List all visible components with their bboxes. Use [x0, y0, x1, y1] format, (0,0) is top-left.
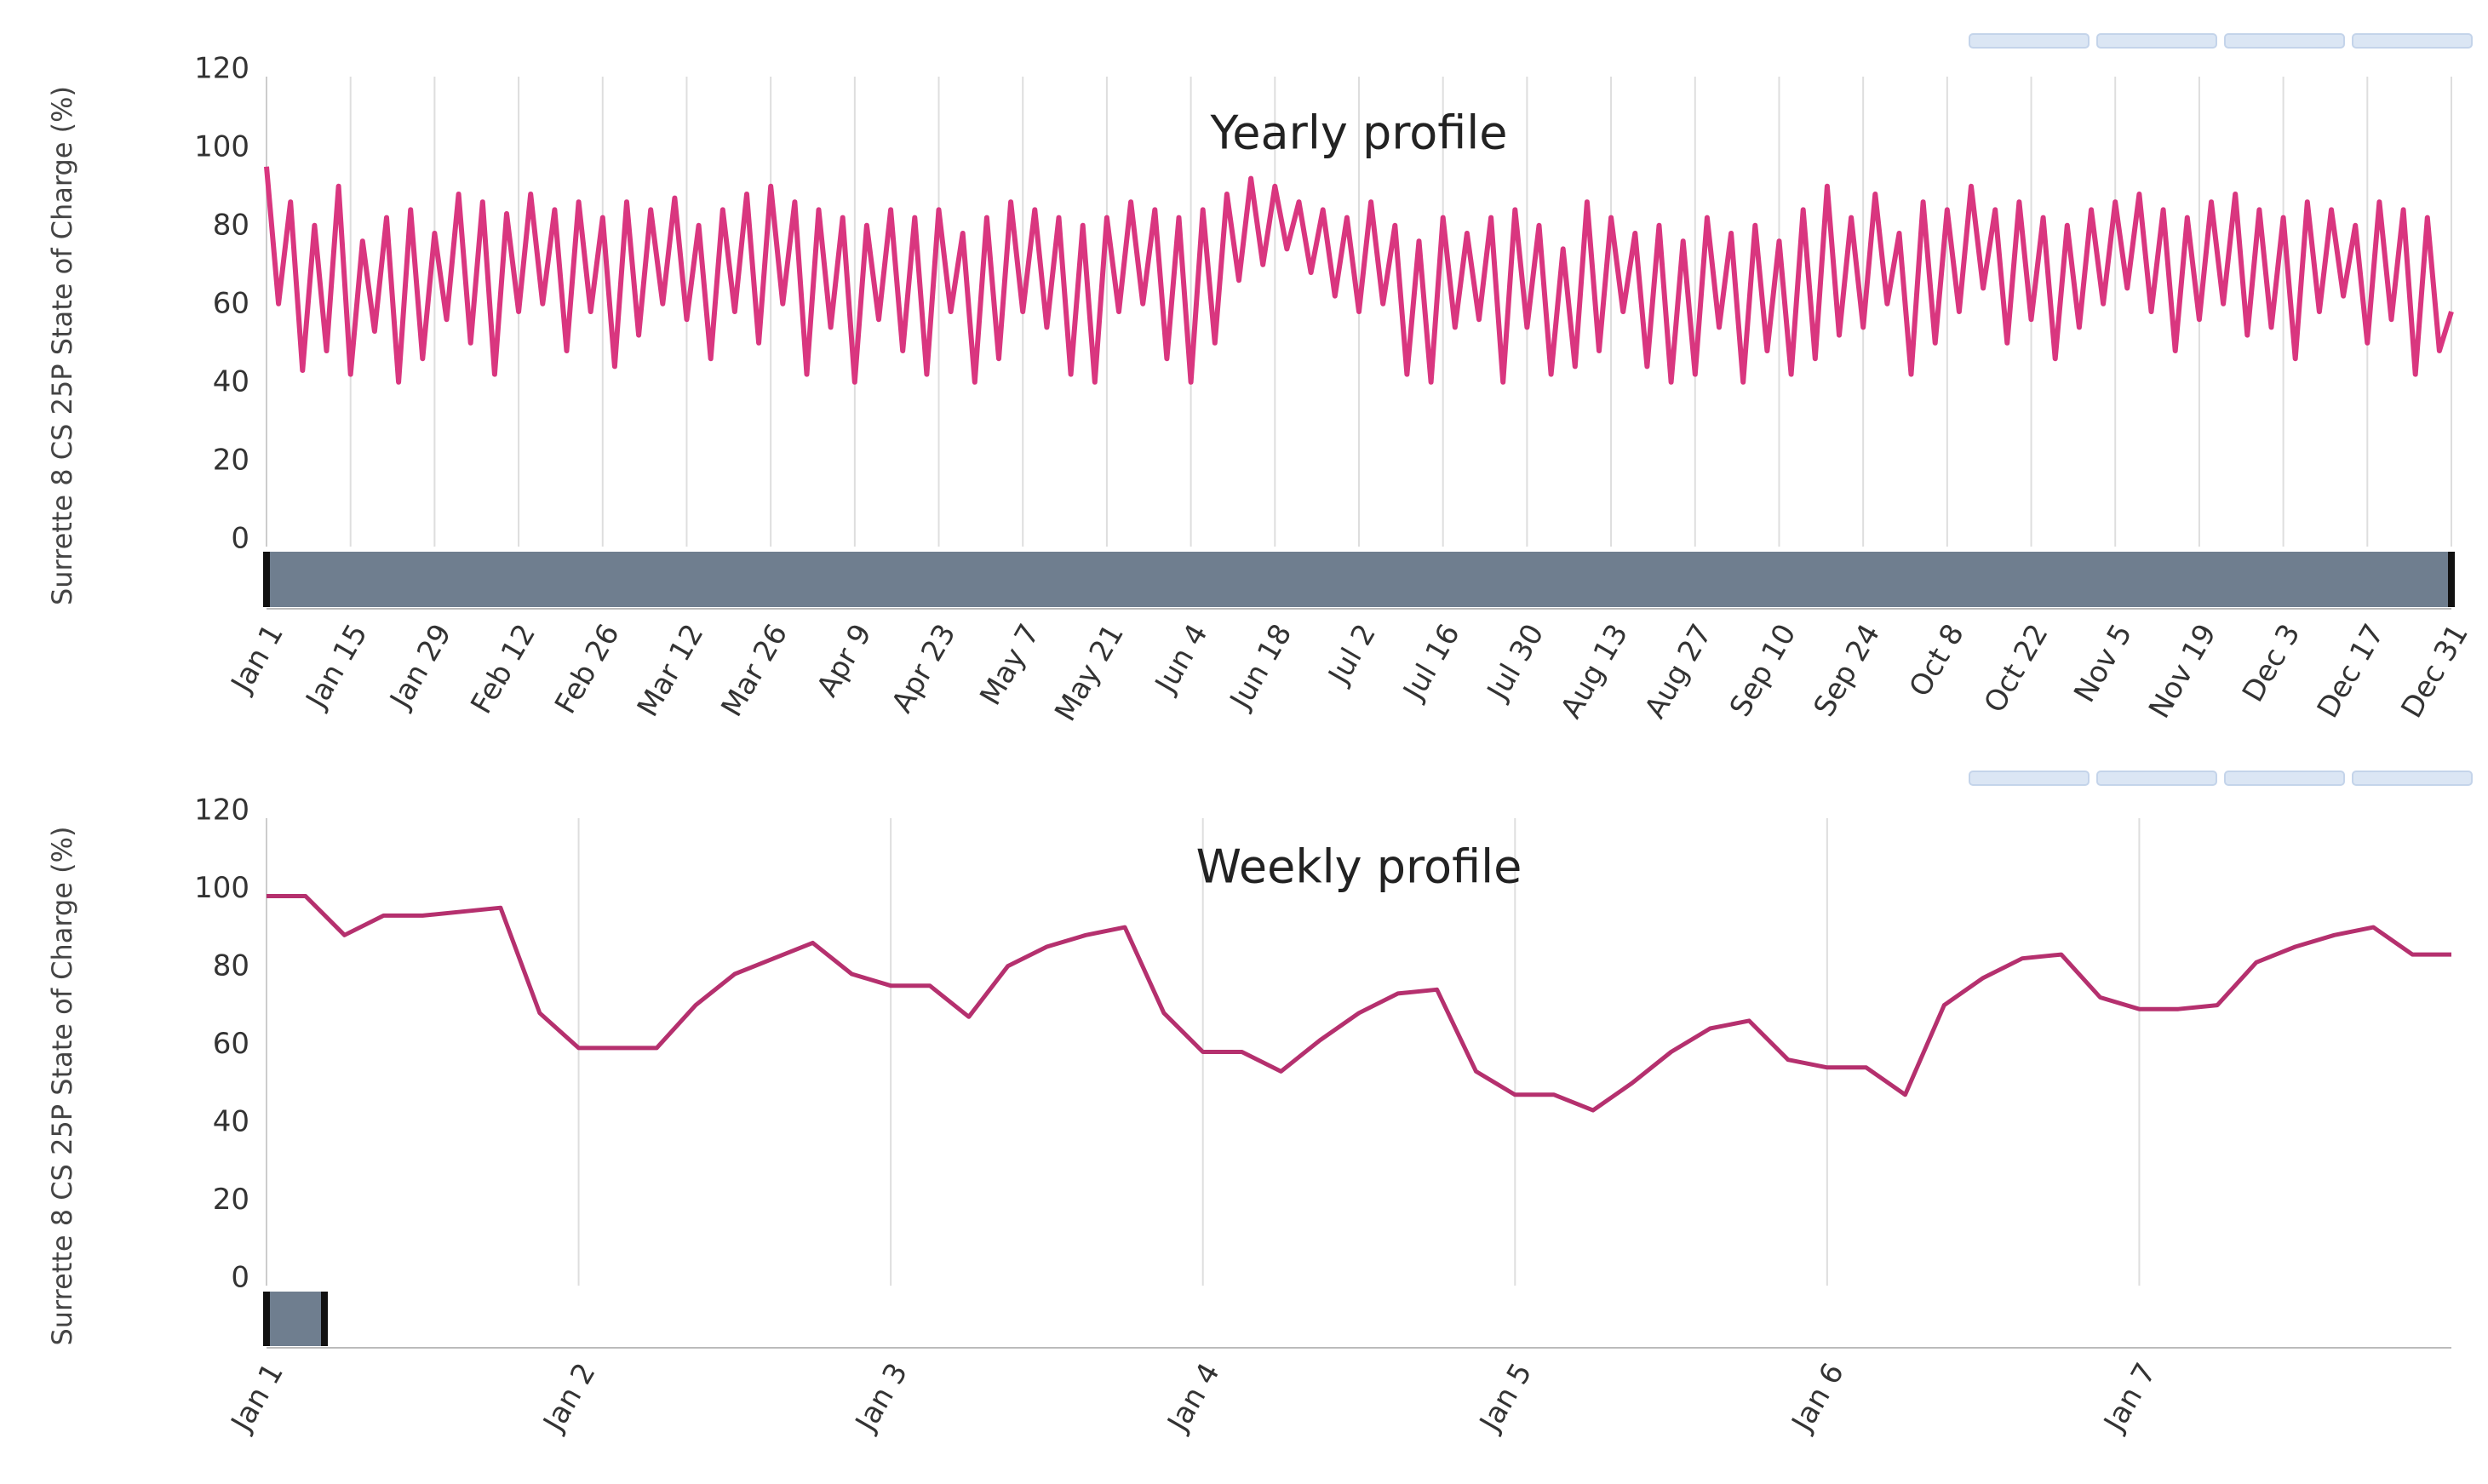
navigator-handle[interactable] [2448, 552, 2455, 607]
data-line [267, 894, 2451, 1113]
navigator-selection[interactable] [267, 552, 2451, 607]
y-tick-label: 100 [194, 871, 249, 905]
x-tick-label: Dec 31 [2394, 618, 2475, 724]
y-tick-label: 100 [194, 130, 249, 164]
x-tick-label: Dec 3 [2236, 618, 2307, 708]
range-button[interactable] [2096, 33, 2217, 49]
x-tick-label: Oct 22 [1977, 618, 2055, 719]
range-button[interactable] [2224, 33, 2345, 49]
x-tick-label: Jan 1 [224, 618, 290, 699]
x-tick-label: Feb 26 [548, 618, 627, 719]
range-button[interactable] [2352, 33, 2473, 49]
x-tick-label: Jan 1 [224, 1357, 290, 1438]
navigator-handle[interactable] [263, 1292, 270, 1346]
y-axis-title: Surrette 8 CS 25P State of Charge (%) [46, 86, 78, 605]
y-tick-label: 20 [213, 444, 249, 478]
range-button[interactable] [1969, 771, 2090, 786]
y-tick-label: 80 [213, 209, 249, 243]
y-tick-label: 120 [194, 794, 249, 828]
x-tick-label: Apr 9 [811, 618, 879, 702]
x-tick-label: Aug 13 [1554, 618, 1635, 724]
y-tick-label: 60 [213, 287, 249, 321]
y-tick-label: 0 [231, 1261, 249, 1295]
y-tick-label: 80 [213, 949, 249, 983]
y-tick-label: 40 [213, 1105, 249, 1139]
x-tick-label: Jan 6 [1785, 1357, 1851, 1438]
y-axis-title: Surrette 8 CS 25P State of Charge (%) [46, 826, 78, 1345]
x-tick-label: Jan 5 [1472, 1357, 1539, 1438]
x-tick-label: Nov 5 [2067, 618, 2139, 708]
range-button[interactable] [1969, 33, 2090, 49]
range-button[interactable] [2352, 771, 2473, 786]
y-tick-label: 40 [213, 365, 249, 399]
y-tick-label: 60 [213, 1027, 249, 1061]
chart-title: Yearly profile [1209, 106, 1507, 160]
x-tick-label: Jul 30 [1480, 618, 1551, 707]
x-tick-label: Apr 23 [885, 618, 962, 719]
data-line [264, 166, 2454, 385]
x-tick-label: May 21 [1048, 618, 1131, 727]
x-tick-label: Dec 17 [2311, 618, 2392, 724]
x-tick-label: Jan 2 [536, 1357, 603, 1438]
x-tick-label: Sep 24 [1807, 618, 1887, 722]
x-tick-label: Jun 4 [1148, 618, 1214, 700]
x-tick-label: Jan 15 [299, 618, 375, 715]
x-tick-label: Jul 16 [1396, 618, 1467, 707]
y-tick-label: 20 [213, 1183, 249, 1217]
x-tick-label: Aug 27 [1638, 618, 1719, 724]
range-button[interactable] [2096, 771, 2217, 786]
chart-title: Weekly profile [1196, 840, 1522, 894]
x-tick-label: Jul 2 [1321, 618, 1383, 690]
x-tick-label: Jan 4 [1161, 1357, 1227, 1438]
navigator-handle[interactable] [321, 1292, 328, 1346]
navigator-selection[interactable] [267, 1292, 324, 1346]
x-tick-label: Jan 3 [848, 1357, 914, 1438]
x-tick-label: Mar 12 [631, 618, 711, 722]
x-tick-label: Nov 19 [2142, 618, 2223, 724]
x-tick-label: Oct 8 [1903, 618, 1971, 702]
x-tick-label: Feb 12 [464, 618, 542, 719]
range-buttons [1969, 33, 2473, 786]
x-tick-label: May 7 [973, 618, 1046, 711]
x-tick-label: Jan 29 [383, 618, 459, 715]
x-tick-label: Sep 10 [1723, 618, 1803, 722]
range-button[interactable] [2224, 771, 2345, 786]
y-tick-label: 0 [231, 522, 249, 556]
navigator-handle[interactable] [263, 552, 270, 607]
y-tick-label: 120 [194, 52, 249, 86]
x-tick-label: Mar 26 [714, 618, 794, 722]
x-tick-label: Jun 18 [1223, 618, 1298, 716]
x-tick-label: Jan 7 [2096, 1357, 2163, 1438]
